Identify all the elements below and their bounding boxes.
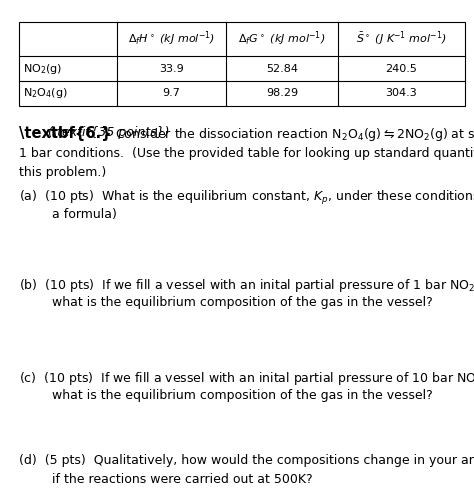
Text: (c)  (10 pts)  If we fill a vessel with an inital partial pressure of 10 bar NO$: (c) (10 pts) If we fill a vessel with an… xyxy=(19,370,474,387)
Text: 304.3: 304.3 xyxy=(385,88,417,98)
Bar xyxy=(19,22,465,106)
Text: this problem.): this problem.) xyxy=(19,166,106,179)
Text: (a)  (10 pts)  What is the equilibrium constant, $K_p$, under these conditions? : (a) (10 pts) What is the equilibrium con… xyxy=(19,189,474,207)
Text: what is the equilibrium composition of the gas in the vessel?: what is the equilibrium composition of t… xyxy=(52,389,433,402)
Text: 98.29: 98.29 xyxy=(266,88,298,98)
Text: 9.7: 9.7 xyxy=(163,88,181,98)
Text: 33.9: 33.9 xyxy=(159,64,184,74)
Text: $\Delta_f G^\circ$ (kJ mol$^{-1}$): $\Delta_f G^\circ$ (kJ mol$^{-1}$) xyxy=(238,30,326,48)
Text: what is the equilibrium composition of the gas in the vessel?: what is the equilibrium composition of t… xyxy=(52,296,433,309)
Text: Consider the dissociation reaction N$_2$O$_4$(g)$\leftrightharpoons$2NO$_2$(g) a: Consider the dissociation reaction N$_2$… xyxy=(115,126,474,143)
Text: a formula): a formula) xyxy=(52,208,117,221)
Text: $\bar{S}^\circ$ (J K$^{-1}$ mol$^{-1}$): $\bar{S}^\circ$ (J K$^{-1}$ mol$^{-1}$) xyxy=(356,30,447,48)
Text: NO$_2$(g): NO$_2$(g) xyxy=(23,62,63,76)
Text: N$_2$O$_4$(g): N$_2$O$_4$(g) xyxy=(23,86,68,100)
Text: (\textit{35 points}): (\textit{35 points}) xyxy=(48,126,169,139)
Text: (b)  (10 pts)  If we fill a vessel with an inital partial pressure of 1 bar NO$_: (b) (10 pts) If we fill a vessel with an… xyxy=(19,277,474,294)
Text: 52.84: 52.84 xyxy=(266,64,298,74)
Text: 240.5: 240.5 xyxy=(385,64,417,74)
Text: (d)  (5 pts)  Qualitatively, how would the compositions change in your answers t: (d) (5 pts) Qualitatively, how would the… xyxy=(19,454,474,467)
Text: 1 bar conditions.  (Use the provided table for looking up standard quantites nec: 1 bar conditions. (Use the provided tabl… xyxy=(19,147,474,160)
Text: if the reactions were carried out at 500K?: if the reactions were carried out at 500… xyxy=(52,473,313,486)
Text: \textbf{6.}: \textbf{6.} xyxy=(19,126,111,141)
Text: $\Delta_f H^\circ$ (kJ mol$^{-1}$): $\Delta_f H^\circ$ (kJ mol$^{-1}$) xyxy=(128,30,215,48)
